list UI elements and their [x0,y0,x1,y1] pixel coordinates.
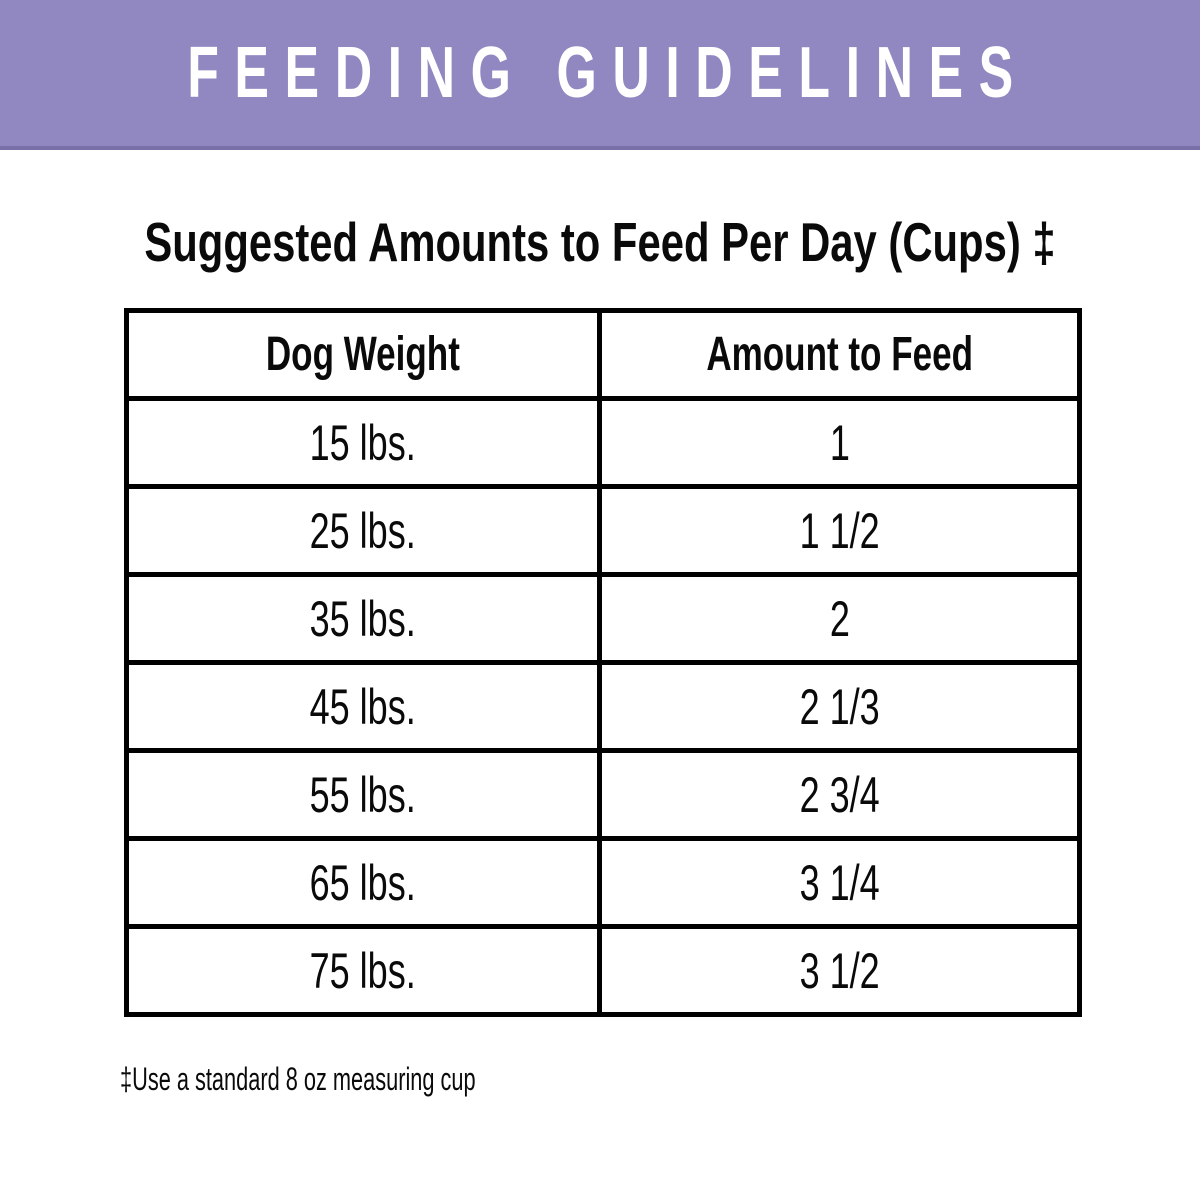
amount-value: 1 1/2 [799,502,880,559]
table-row: 65 lbs. 3 1/4 [124,836,1082,929]
dog-weight-cell: 55 lbs. [124,748,602,841]
amount-value: 2 1/3 [799,678,880,735]
header-banner: FEEDING GUIDELINES [0,0,1200,150]
amount-cell: 3 1/4 [597,836,1082,929]
amount-cell: 1 [597,396,1082,489]
amount-cell: 2 3/4 [597,748,1082,841]
table-row: 55 lbs. 2 3/4 [124,748,1082,841]
col-header-dog-weight: Dog Weight [124,308,602,401]
col-header-dog-weight-label: Dog Weight [265,328,460,381]
dog-weight-cell: 25 lbs. [124,484,602,577]
table-row: 35 lbs. 2 [124,572,1082,665]
amount-cell: 3 1/2 [597,924,1082,1017]
amount-value: 2 3/4 [799,766,880,823]
page-title: Suggested Amounts to Feed Per Day (Cups)… [144,211,1056,273]
dog-weight-cell: 75 lbs. [124,924,602,1017]
col-header-amount-to-feed-label: Amount to Feed [706,328,973,381]
dog-weight-value: 15 lbs. [309,414,417,471]
dog-weight-cell: 15 lbs. [124,396,602,489]
dog-weight-value: 25 lbs. [309,502,417,559]
table-row: 25 lbs. 1 1/2 [124,484,1082,577]
dog-weight-value: 35 lbs. [309,590,417,647]
dog-weight-value: 65 lbs. [309,854,417,911]
dog-weight-value: 45 lbs. [309,678,417,735]
dog-weight-cell: 65 lbs. [124,836,602,929]
amount-value: 3 1/2 [799,942,880,999]
amount-value: 2 [829,590,850,647]
amount-value: 3 1/4 [799,854,880,911]
dog-weight-value: 55 lbs. [309,766,417,823]
table-row: 15 lbs. 1 [124,396,1082,489]
dog-weight-cell: 35 lbs. [124,572,602,665]
col-header-amount-to-feed: Amount to Feed [597,308,1082,401]
table-row: 75 lbs. 3 1/2 [124,924,1082,1017]
table-header-row: Dog Weight Amount to Feed [124,308,1082,401]
dog-weight-cell: 45 lbs. [124,660,602,753]
table-row: 45 lbs. 2 1/3 [124,660,1082,753]
amount-cell: 1 1/2 [597,484,1082,577]
footnote-text: ‡Use a standard 8 oz measuring cup [120,1061,476,1097]
feeding-table: Dog Weight Amount to Feed 15 lbs. 1 25 l… [124,308,1082,1017]
amount-cell: 2 [597,572,1082,665]
amount-value: 1 [829,414,850,471]
amount-cell: 2 1/3 [597,660,1082,753]
dog-weight-value: 75 lbs. [309,942,417,999]
footnote: ‡Use a standard 8 oz measuring cup [120,1061,1200,1098]
banner-title: FEEDING GUIDELINES [186,33,1029,113]
